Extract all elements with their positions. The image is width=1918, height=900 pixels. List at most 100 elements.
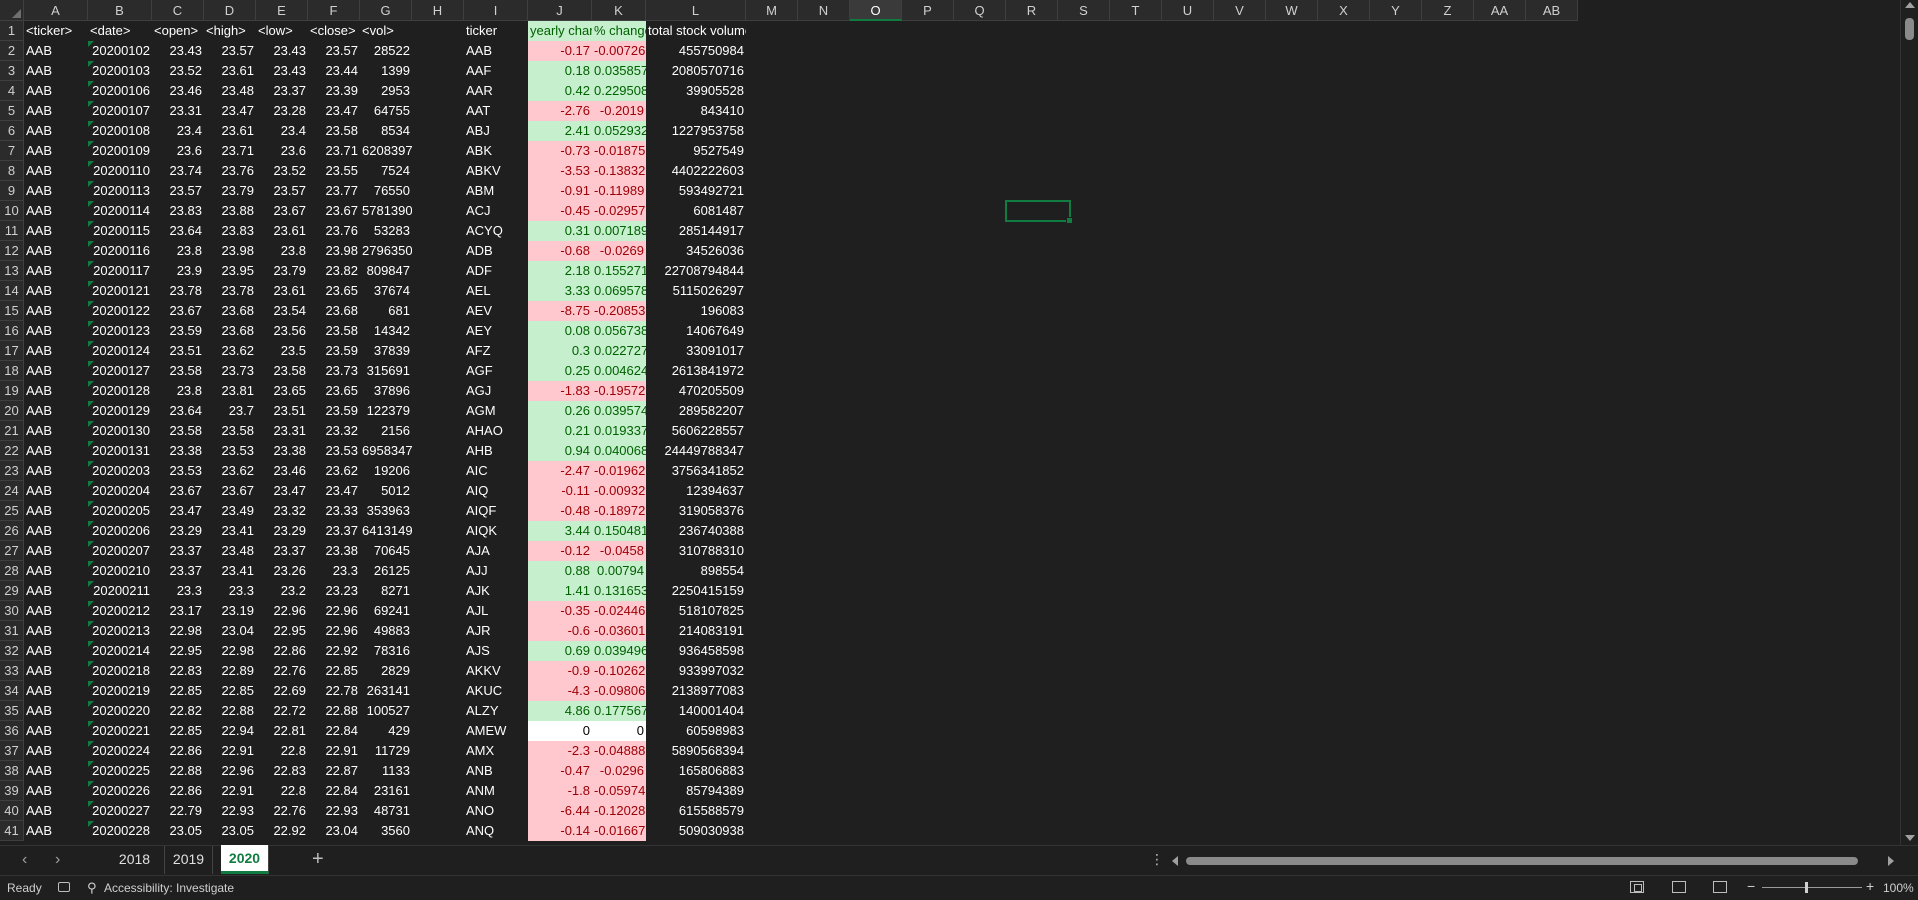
cell-data[interactable]: 20200102 — [88, 41, 152, 61]
row-header-15[interactable]: 15 — [0, 301, 24, 321]
row-header-41[interactable]: 41 — [0, 821, 24, 841]
vertical-scroll-thumb[interactable] — [1905, 18, 1914, 40]
cell-data[interactable]: 23.46 — [273, 463, 306, 478]
cell-summary[interactable]: ANO — [466, 803, 495, 818]
column-header-d[interactable]: D — [204, 0, 256, 21]
cell-data[interactable]: 20200115 — [88, 221, 152, 241]
cell-data[interactable]: 20200228 — [88, 821, 152, 841]
cell-summary[interactable]: ACYQ — [466, 223, 503, 238]
cell-data[interactable]: AAB — [26, 43, 53, 58]
cell-summary[interactable]: -2.3 — [528, 741, 592, 761]
column-header-t[interactable]: T — [1110, 0, 1162, 21]
row-header-34[interactable]: 34 — [0, 681, 24, 701]
column-header-j[interactable]: J — [528, 0, 592, 21]
cell-data[interactable]: 1133 — [382, 763, 410, 778]
cell-summary[interactable]: AIQ — [466, 483, 489, 498]
column-header-y[interactable]: Y — [1370, 0, 1422, 21]
row-header-8[interactable]: 8 — [0, 161, 24, 181]
cell-data[interactable]: 23.83 — [221, 223, 254, 238]
cell-data[interactable]: 22.85 — [169, 683, 202, 698]
cell-data[interactable]: 23.95 — [221, 263, 254, 278]
column-header-p[interactable]: P — [902, 0, 954, 21]
cell-data[interactable]: 6413149 — [362, 523, 412, 538]
cell-data[interactable]: 23.98 — [325, 243, 358, 258]
cell-data[interactable]: 23.61 — [221, 63, 254, 78]
cell-data[interactable]: 23.17 — [169, 603, 202, 618]
cell-summary[interactable]: ABM — [466, 183, 495, 198]
cell-data[interactable]: 23.74 — [169, 163, 202, 178]
cell-data[interactable]: 20200106 — [88, 81, 152, 101]
cell-summary[interactable]: 470205509 — [678, 383, 744, 398]
cell-summary[interactable]: 0.229508 — [592, 81, 646, 101]
cell-data[interactable]: 23161 — [373, 783, 410, 798]
vertical-scrollbar[interactable] — [1900, 0, 1918, 845]
cell-summary[interactable]: AGM — [466, 403, 496, 418]
row-header-10[interactable]: 10 — [0, 201, 24, 221]
cell-data[interactable]: 14342 — [373, 323, 410, 338]
cell-summary[interactable]: 34526036 — [686, 243, 744, 258]
row-header-5[interactable]: 5 — [0, 101, 24, 121]
cell-summary[interactable]: AJK — [466, 583, 490, 598]
cell-data[interactable]: 23.77 — [325, 183, 358, 198]
column-header-x[interactable]: X — [1318, 0, 1370, 21]
cell-data[interactable]: 23.6 — [280, 143, 306, 158]
cell-data[interactable]: AAB — [26, 763, 53, 778]
cell-summary[interactable]: 0.94 — [528, 441, 592, 461]
cell-summary[interactable]: 509030938 — [678, 823, 744, 838]
cell-summary[interactable]: 0.039496 — [592, 641, 646, 661]
cell-summary[interactable]: -0.6 — [528, 621, 592, 641]
column-header-s[interactable]: S — [1058, 0, 1110, 21]
cell-data[interactable]: 19206 — [373, 463, 410, 478]
cell-data[interactable]: 23.39 — [325, 83, 358, 98]
cell-summary[interactable]: AJA — [466, 543, 490, 558]
cell-data[interactable]: 22.92 — [273, 823, 306, 838]
cell-summary[interactable]: 898554 — [700, 563, 744, 578]
cell-summary[interactable]: -0.18972 — [592, 501, 646, 521]
column-header-b[interactable]: B — [88, 0, 152, 21]
cell-data[interactable]: 22.79 — [169, 803, 202, 818]
cell-summary[interactable]: -0.04888 — [592, 741, 646, 761]
cell-data[interactable]: AAB — [26, 123, 53, 138]
cell-data[interactable]: 23.8 — [280, 243, 306, 258]
cell-data[interactable]: 23.68 — [325, 303, 358, 318]
cell-data[interactable]: 20200204 — [88, 481, 152, 501]
cell-data[interactable]: 22.96 — [221, 763, 254, 778]
cell-data[interactable]: 20200227 — [88, 801, 152, 821]
row-header-22[interactable]: 22 — [0, 441, 24, 461]
cell-data[interactable]: 23.61 — [273, 223, 306, 238]
cell-data[interactable]: 23.67 — [169, 483, 202, 498]
cell-data[interactable]: 20200116 — [88, 241, 152, 261]
cell-summary[interactable]: 4.86 — [528, 701, 592, 721]
cell-data[interactable]: 23.31 — [169, 103, 202, 118]
row-header-1[interactable]: 1 — [0, 21, 24, 41]
cell-data[interactable]: AAB — [26, 643, 53, 658]
cell-data[interactable]: 76550 — [373, 183, 410, 198]
cell-data[interactable]: 23.76 — [325, 223, 358, 238]
cell-data[interactable]: 22.88 — [325, 703, 358, 718]
cell-summary[interactable]: -0.09806 — [592, 681, 646, 701]
cell-summary[interactable]: 214083191 — [678, 623, 744, 638]
row-header-4[interactable]: 4 — [0, 81, 24, 101]
cell-data[interactable]: AAB — [26, 483, 53, 498]
cell-data[interactable]: 20200128 — [88, 381, 152, 401]
cell-data[interactable]: 8271 — [381, 583, 410, 598]
cell-header[interactable]: <vol> — [362, 23, 394, 38]
cell-data[interactable]: 23.61 — [273, 283, 306, 298]
cell-data[interactable]: AAB — [26, 143, 53, 158]
zoom-slider-track[interactable] — [1762, 887, 1862, 888]
cell-data[interactable]: 22.91 — [221, 783, 254, 798]
cell-data[interactable]: 23.3 — [332, 563, 358, 578]
cell-summary[interactable]: 0.131653 — [592, 581, 646, 601]
cell-summary[interactable]: 0.019337 — [592, 421, 646, 441]
cell-data[interactable]: 23.71 — [325, 143, 358, 158]
cell-header[interactable]: <ticker> — [26, 23, 73, 38]
cell-summary[interactable]: -0.00932 — [592, 481, 646, 501]
cell-data[interactable]: 22.78 — [325, 683, 358, 698]
cell-summary[interactable]: 0.035857 — [592, 61, 646, 81]
cell-data[interactable]: 23.47 — [221, 103, 254, 118]
cell-summary[interactable]: ANB — [466, 763, 493, 778]
column-header-q[interactable]: Q — [954, 0, 1006, 21]
cell-data[interactable]: 23.53 — [221, 443, 254, 458]
cell-data[interactable]: 23.4 — [176, 123, 202, 138]
column-header-u[interactable]: U — [1162, 0, 1214, 21]
